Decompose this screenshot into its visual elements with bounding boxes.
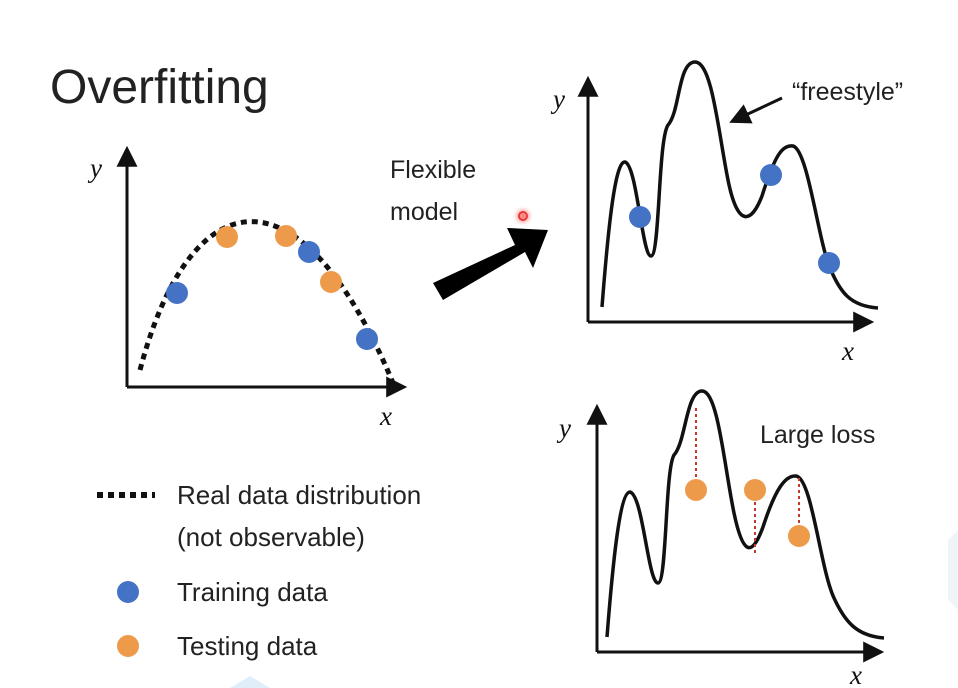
model-label: model — [390, 198, 458, 226]
page-title: Overfitting — [50, 61, 269, 114]
real-distribution-curve — [137, 219, 396, 384]
left-y-label: y — [87, 153, 102, 183]
br-y-label: y — [556, 413, 571, 443]
freestyle-pointer-arrow — [729, 96, 783, 124]
left-x-label: x — [379, 401, 392, 431]
tr-x-label: x — [841, 336, 854, 366]
br-x-label: x — [849, 660, 862, 688]
large-loss-label: Large loss — [760, 421, 875, 449]
testing-point — [275, 225, 297, 247]
legend: Real data distribution (not observable) … — [97, 480, 421, 661]
training-point — [760, 164, 782, 186]
testing-point — [788, 525, 810, 547]
left-plot: y x — [87, 145, 408, 431]
training-point — [818, 252, 840, 274]
testing-point — [216, 226, 238, 248]
tr-y-label: y — [550, 84, 565, 114]
testing-point — [320, 271, 342, 293]
top-right-plot: y x “freestyle” — [550, 60, 903, 366]
laser-pointer-icon — [512, 205, 534, 227]
flexible-label: Flexible — [390, 156, 476, 184]
legend-training-swatch — [117, 581, 139, 603]
decor-shape — [230, 676, 270, 688]
testing-point — [744, 479, 766, 501]
training-point — [629, 206, 651, 228]
bottom-right-plot: y x Large loss — [556, 389, 885, 688]
legend-real-line2: (not observable) — [177, 522, 365, 552]
testing-point — [685, 479, 707, 501]
freestyle-label: “freestyle” — [792, 78, 903, 106]
overfit-curve — [600, 60, 879, 310]
training-point — [298, 241, 320, 263]
training-point — [166, 282, 188, 304]
overfit-curve — [605, 389, 885, 640]
legend-training-label: Training data — [177, 577, 328, 607]
training-point — [356, 328, 378, 350]
legend-real-line1: Real data distribution — [177, 480, 421, 510]
decor-shape — [948, 530, 958, 610]
legend-testing-label: Testing data — [177, 631, 318, 661]
legend-testing-swatch — [117, 635, 139, 657]
big-arrow-icon — [433, 228, 548, 300]
